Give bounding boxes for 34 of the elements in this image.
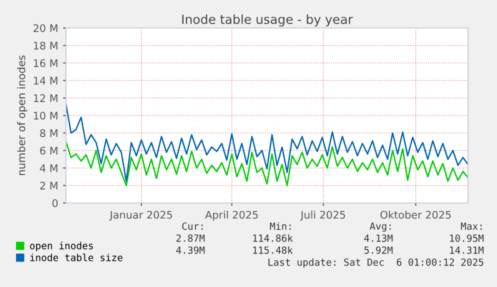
- chart-title: Inode table usage - by year: [182, 14, 353, 26]
- line-series: [66, 103, 468, 182]
- y-axis-title: number of open inodes: [17, 56, 28, 176]
- text: 114.86k: [253, 234, 293, 242]
- y-tick-label: 14 M: [34, 76, 58, 84]
- text: 14.31M: [450, 246, 484, 254]
- text: 4.39M: [176, 246, 205, 254]
- text: 4.13M: [364, 234, 393, 242]
- text: 2.87M: [176, 234, 205, 242]
- text: 10.95M: [450, 234, 484, 242]
- legend-label: open inodes: [30, 242, 93, 252]
- legend-label: inode table size: [30, 254, 122, 262]
- x-tick-label: Januar 2025: [109, 210, 172, 221]
- y-tick-label: 20 M: [34, 24, 58, 32]
- y-tick-label: 12 M: [34, 94, 58, 102]
- text: Min:: [270, 222, 291, 230]
- x-tick-label: Oktober 2025: [380, 210, 451, 219]
- y-tick-label: 2 M: [40, 182, 58, 190]
- x-tick-label: Juli 2025: [300, 210, 346, 221]
- text: 115.48k: [253, 246, 293, 254]
- y-tick-label: 4 M: [40, 164, 58, 172]
- text: Last update: Sat Dec 6 01:00:12 2025: [268, 258, 484, 268]
- y-tick-label: 0: [52, 199, 58, 208]
- y-tick-label: 18 M: [34, 42, 58, 50]
- x-tick-label: April 2025: [205, 210, 258, 221]
- line-series: [66, 141, 468, 186]
- text: 5.92M: [364, 246, 393, 254]
- text: Max:: [460, 222, 482, 230]
- y-tick-label: 6 M: [40, 146, 58, 155]
- text: Cur:: [182, 222, 203, 230]
- text: Avg:: [370, 222, 391, 232]
- y-tick-label: 10 M: [34, 112, 58, 120]
- y-tick-label: 16 M: [34, 59, 58, 68]
- y-tick-label: 8 M: [40, 129, 58, 138]
